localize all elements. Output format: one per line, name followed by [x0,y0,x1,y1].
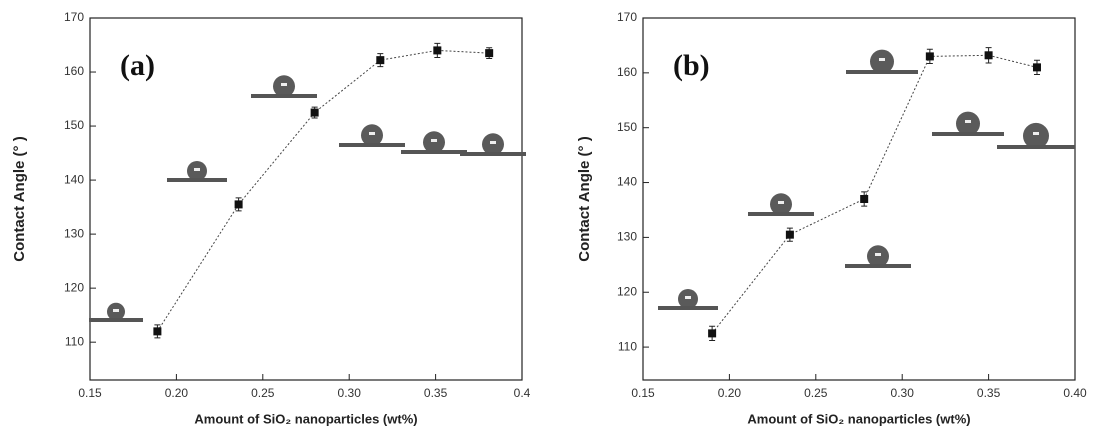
x-tick-label: 0.35 [424,386,448,400]
droplet [361,124,383,147]
droplet-highlight [875,253,881,256]
marker [234,200,243,209]
substrate [932,132,1004,136]
x-tick-label: 0.15 [78,386,102,400]
x-tick-label: 0.30 [338,386,362,400]
droplet-highlight [194,168,200,171]
droplet-highlight [778,201,784,204]
marker [984,51,993,60]
substrate [460,152,526,156]
x-tick-label: 0.15 [631,386,655,400]
y-tick-label: 120 [64,280,84,294]
y-tick-label: 130 [64,226,84,240]
droplet [870,49,894,74]
annotation: (b) [673,49,710,82]
droplet [956,111,980,136]
droplet [770,193,792,216]
substrate [167,178,227,182]
marker [785,230,794,239]
substrate [845,264,911,268]
plot-frame [642,17,1076,381]
y-tick-label: 110 [618,339,637,353]
y-tick-label: 140 [64,172,84,186]
x-tick-label: 0.25 [251,386,275,400]
plot-frame [89,17,523,381]
marker [708,329,717,338]
droplet-highlight [685,296,691,299]
annotation: (a) [120,49,155,82]
droplet-highlight [431,139,437,142]
droplet [867,245,889,268]
x-axis-label: Amount of SiO₂ nanoparticles (wt%) [747,411,970,426]
y-tick-label: 140 [617,175,637,189]
droplet-highlight [281,83,287,86]
marker [860,195,869,203]
x-tick-label: 0.25 [804,386,828,400]
substrate [658,306,718,310]
droplet-highlight [1033,132,1039,135]
data-line [711,54,1038,334]
y-tick-label: 150 [617,120,637,134]
substrate [339,143,405,147]
y-tick-label: 150 [64,118,84,132]
y-axis-label: Contact Angle (° ) [576,136,593,261]
droplet [482,133,504,156]
droplet [423,131,445,154]
y-tick-label: 130 [617,230,637,244]
substrate [997,145,1075,149]
y-tick-label: 160 [64,64,84,78]
substrate [748,212,814,216]
marker [925,52,934,61]
substrate [251,94,317,98]
x-tick-label: 0.35 [977,386,1001,400]
y-axis-label: Contact Angle (° ) [11,136,28,261]
droplet-highlight [369,132,375,135]
marker [310,108,319,117]
droplet-highlight [490,141,496,144]
x-tick-label: 0.20 [165,386,189,400]
marker [376,56,385,65]
marker [153,327,162,336]
y-tick-label: 120 [617,284,637,298]
y-tick-label: 170 [64,10,84,24]
x-tick-label: 0.20 [718,386,742,400]
x-tick-label: 0.4 [514,386,531,400]
marker [485,49,494,58]
substrate [401,150,467,154]
droplet [1023,122,1049,149]
substrate [846,70,918,74]
x-tick-label: 0.30 [891,386,915,400]
x-axis-label: Amount of SiO₂ nanoparticles (wt%) [194,411,417,426]
substrate [89,318,143,322]
droplet-highlight [965,120,971,123]
marker [433,46,442,55]
droplet-highlight [879,58,885,61]
data-line [156,49,490,332]
droplet [273,75,295,98]
y-tick-label: 160 [617,65,637,79]
y-tick-label: 170 [617,10,637,24]
x-tick-label: 0.40 [1063,386,1087,400]
marker [1032,63,1041,72]
y-tick-label: 110 [65,334,84,348]
droplet-highlight [113,309,119,312]
